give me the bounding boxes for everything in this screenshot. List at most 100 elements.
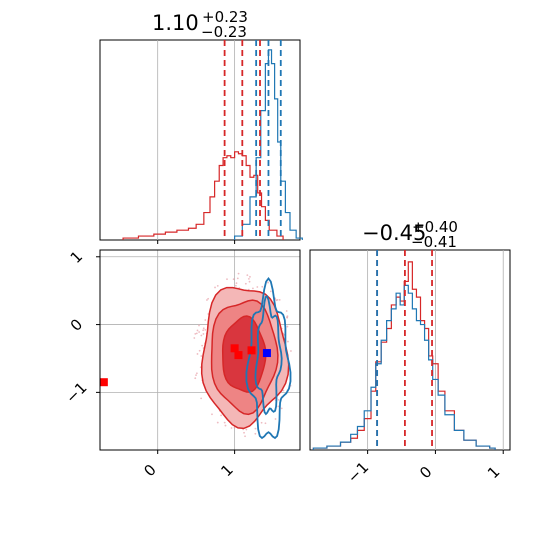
histogram-param1-series-red-step [122, 151, 284, 240]
scatter-2d-ytick-label: 1 [67, 248, 86, 267]
scatter-sample-point [285, 310, 288, 312]
red-square-marker [247, 346, 256, 355]
scatter-sample-point [278, 298, 281, 301]
scatter-sample-point [204, 319, 207, 321]
scatter-sample-point [275, 299, 278, 302]
scatter-sample-point [232, 278, 235, 281]
histogram-param2-xtick-label: 1 [484, 463, 503, 482]
scatter-sample-point [256, 286, 259, 288]
scatter-sample-point [261, 285, 264, 288]
scatter-sample-point [202, 333, 205, 335]
scatter-sample-point [234, 284, 237, 287]
scatter-sample-point [236, 277, 239, 280]
histogram-param1-title-upper: +0.23 [202, 8, 248, 26]
scatter-sample-point [264, 422, 267, 425]
scatter-sample-point [198, 331, 201, 333]
scatter-sample-point [204, 329, 207, 331]
scatter-sample-point [220, 414, 222, 417]
scatter-sample-point [286, 316, 289, 319]
scatter-2d-ytick-label: 0 [67, 315, 86, 334]
scatter-sample-point [249, 275, 251, 278]
scatter-sample-point [195, 332, 198, 335]
scatter-sample-point [202, 329, 205, 332]
scatter-sample-point [206, 299, 208, 301]
scatter-sample-point [200, 397, 203, 400]
histogram-param2-title-lower: −0.41 [411, 233, 457, 251]
histogram-param2-xtick-label: 0 [416, 463, 435, 482]
scatter-sample-point [194, 332, 197, 335]
scatter-sample-point [193, 337, 196, 339]
red-square-marker [234, 351, 243, 360]
scatter-sample-point [254, 432, 257, 435]
histogram-param2-series-blue-step [312, 284, 496, 450]
scatter-sample-point [200, 334, 203, 337]
scatter-2d-ytick-label: −1 [62, 379, 90, 407]
blue-square-marker [262, 349, 271, 358]
scatter-sample-point [194, 377, 197, 380]
scatter-sample-point [244, 282, 247, 285]
scatter-2d-xtick-label: 1 [217, 461, 236, 480]
scatter-sample-point [246, 274, 249, 277]
scatter-sample-point [200, 355, 203, 357]
scatter-sample-point [233, 426, 236, 429]
histogram-param2-title-upper: +0.40 [412, 218, 458, 236]
histogram-param2-frame [309, 249, 511, 451]
scatter-sample-point [224, 424, 227, 427]
scatter-sample-point [282, 389, 285, 392]
red-square-marker [100, 378, 108, 387]
scatter-sample-point [274, 418, 277, 420]
scatter-sample-point [277, 398, 280, 401]
histogram-param2-title-value: −0.45 [362, 221, 426, 245]
scatter-sample-point [280, 407, 283, 410]
scatter-sample-point [211, 413, 213, 416]
scatter-sample-point [202, 327, 205, 330]
histogram-param2-xtick-label: −1 [344, 458, 372, 486]
scatter-sample-point [196, 353, 199, 355]
scatter-sample-point [245, 428, 248, 431]
scatter-sample-point [286, 325, 289, 328]
scatter-sample-point [287, 340, 289, 343]
scatter-sample-point [195, 374, 197, 377]
histogram-param1-frame [99, 39, 301, 241]
scatter-sample-point [269, 290, 272, 293]
scatter-sample-point [216, 421, 219, 424]
scatter-sample-point [198, 324, 200, 327]
histogram-param1: 1.10 +0.23 −0.23 [99, 8, 303, 244]
scatter-sample-point [195, 372, 198, 375]
scatter-sample-point [260, 421, 263, 424]
scatter-sample-point [216, 284, 219, 287]
histogram-param1-title-value: 1.10 [152, 11, 199, 35]
scatter-2d-panel: 0 1 1 0 −1 [62, 248, 301, 480]
scatter-sample-point [277, 405, 280, 408]
scatter-sample-point [207, 297, 210, 300]
scatter-sample-point [290, 350, 292, 352]
histogram-param2: −1 0 1 −0.45 +0.40 −0.41 [309, 218, 511, 487]
scatter-sample-point [201, 344, 204, 347]
scatter-sample-point [226, 278, 228, 281]
histogram-param2-series-red-step [312, 261, 496, 450]
scatter-2d-xtick-label: 0 [140, 461, 159, 480]
scatter-sample-point [243, 431, 245, 434]
scatter-2d-frame [99, 249, 301, 451]
scatter-sample-point [196, 329, 199, 332]
scatter-sample-point [267, 281, 269, 284]
scatter-sample-point [286, 315, 289, 318]
scatter-sample-point [214, 286, 216, 289]
scatter-sample-point [244, 435, 246, 438]
scatter-sample-point [223, 421, 226, 424]
blue-contour-outer [245, 277, 292, 440]
scatter-sample-point [198, 349, 201, 352]
scatter-sample-point [230, 427, 233, 429]
scatter-sample-point [252, 287, 254, 290]
scatter-sample-point [248, 280, 251, 283]
scatter-sample-point [237, 272, 240, 275]
histogram-param1-title-lower: −0.23 [201, 23, 247, 41]
blue-contour-inner [254, 295, 283, 416]
red-square-marker [230, 344, 239, 353]
scatter-sample-point [235, 282, 238, 285]
histogram-param1-series-blue-step [234, 49, 303, 240]
scatter-sample-point [247, 277, 250, 280]
scatter-sample-point [254, 427, 257, 430]
